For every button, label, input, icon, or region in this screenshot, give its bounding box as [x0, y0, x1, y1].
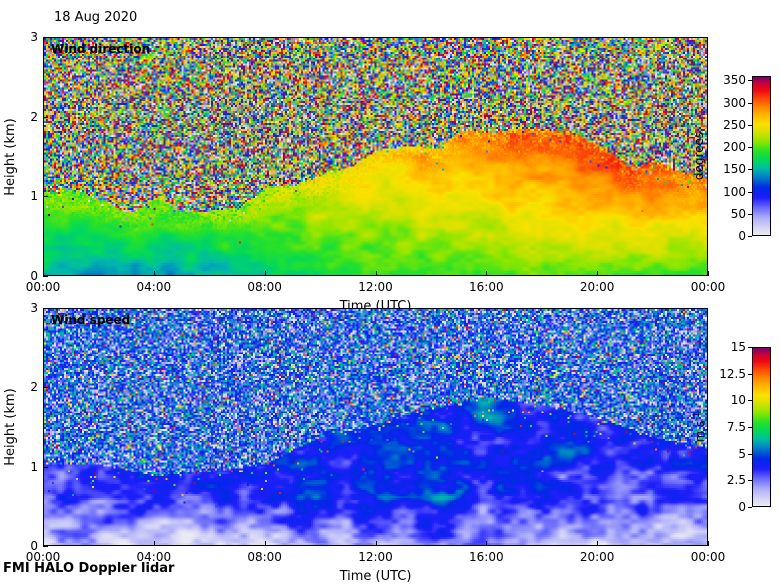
- colorbar-tick-label-wind-direction-5: 250: [723, 118, 746, 132]
- ytick-label-wind-speed-3: 3: [30, 301, 38, 315]
- xtick-wind-direction-2: [264, 271, 266, 276]
- colorbar-tick-wind-direction-4: [748, 147, 752, 148]
- colorbar-title-wind-speed: m s-1: [692, 412, 707, 443]
- colorbar-tick-label-wind-speed-4: 10: [730, 393, 746, 407]
- ytick-wind-speed-1: [43, 467, 48, 468]
- panel-title-wind-speed: Wind speed: [51, 313, 131, 327]
- xtick-label-wind-speed-6: 00:00: [690, 550, 726, 564]
- yaxis-title-wind-direction: Height (km): [3, 117, 18, 196]
- xtick-wind-direction-4: [486, 271, 488, 276]
- xtick-label-wind-speed-5: 20:00: [579, 550, 615, 564]
- colorbar-tick-wind-direction-5: [748, 125, 752, 126]
- xtick-label-wind-direction-1: 04:00: [136, 280, 172, 294]
- xtick-label-wind-direction-4: 16:00: [469, 280, 504, 294]
- colorbar-tick-wind-speed-1: [748, 480, 752, 481]
- ytick-label-wind-direction-3: 3: [30, 30, 38, 44]
- ytick-wind-direction-0: [43, 276, 48, 277]
- colorbar-tick-wind-speed-3: [748, 427, 752, 428]
- colorbar-tick-label-wind-direction-2: 100: [723, 185, 746, 199]
- colorbar-wind-direction: [752, 76, 771, 236]
- colorbar-tick-wind-direction-6: [748, 103, 752, 104]
- instrument-footer: FMI HALO Doppler lidar: [3, 561, 175, 576]
- colorbar-tick-label-wind-speed-1: 2.5: [726, 473, 746, 487]
- xtick-label-wind-direction-2: 08:00: [247, 280, 282, 294]
- xtick-wind-speed-6: [708, 541, 709, 546]
- panel-title-wind-direction: Wind direction: [51, 42, 151, 56]
- colorbar-tick-wind-direction-2: [748, 192, 752, 193]
- ytick-wind-speed-2: [43, 387, 48, 388]
- xtick-wind-direction-3: [375, 271, 377, 276]
- ytick-label-wind-direction-1: 1: [30, 189, 38, 203]
- xtick-wind-direction-5: [597, 271, 599, 276]
- xtick-label-wind-direction-0: 00:00: [25, 280, 61, 294]
- colorbar-tick-wind-direction-3: [748, 169, 752, 170]
- colorbar-wind-speed: [752, 347, 771, 507]
- ytick-label-wind-speed-2: 2: [30, 380, 38, 394]
- xtick-wind-speed-3: [375, 541, 377, 546]
- colorbar-tick-wind-direction-1: [748, 214, 752, 215]
- colorbar-tick-wind-speed-6: [748, 347, 752, 348]
- colorbar-tick-label-wind-direction-4: 200: [723, 140, 746, 154]
- colorbar-tick-wind-speed-2: [748, 454, 752, 455]
- ytick-wind-direction-3: [43, 37, 48, 38]
- ytick-wind-direction-1: [43, 196, 48, 197]
- xtick-wind-speed-2: [264, 541, 266, 546]
- colorbar-tick-label-wind-speed-3: 7.5: [726, 420, 746, 434]
- ytick-wind-direction-2: [43, 117, 48, 118]
- xtick-wind-direction-0: [43, 271, 44, 276]
- colorbar-tick-wind-speed-4: [748, 400, 752, 401]
- ytick-wind-speed-3: [43, 308, 48, 309]
- colorbar-tick-wind-speed-0: [748, 507, 752, 508]
- colorbar-tick-wind-direction-0: [748, 236, 752, 237]
- xtick-wind-speed-1: [153, 541, 155, 546]
- xtick-label-wind-direction-3: 12:00: [358, 280, 393, 294]
- xtick-wind-direction-6: [708, 271, 709, 276]
- yaxis-title-wind-speed: Height (km): [3, 388, 18, 466]
- colorbar-tick-wind-direction-7: [748, 80, 752, 81]
- xtick-wind-speed-5: [597, 541, 599, 546]
- ytick-label-wind-direction-0: 0: [30, 269, 38, 283]
- xtick-label-wind-speed-4: 16:00: [469, 550, 504, 564]
- xtick-label-wind-direction-6: 00:00: [690, 280, 726, 294]
- colorbar-tick-label-wind-direction-1: 50: [730, 207, 746, 221]
- ytick-wind-speed-0: [43, 546, 48, 547]
- xtick-label-wind-direction-5: 20:00: [579, 280, 615, 294]
- ytick-label-wind-speed-1: 1: [30, 460, 38, 474]
- panel-wind-direction: Wind direction: [43, 37, 708, 276]
- ytick-label-wind-direction-2: 2: [30, 110, 38, 124]
- colorbar-tick-wind-speed-5: [748, 374, 752, 375]
- xtick-wind-direction-1: [153, 271, 155, 276]
- xtick-label-wind-speed-1: 04:00: [136, 550, 172, 564]
- xtick-label-wind-speed-2: 08:00: [247, 550, 282, 564]
- xtick-wind-speed-0: [43, 541, 44, 546]
- xtick-label-wind-speed-3: 12:00: [358, 550, 393, 564]
- colorbar-tick-label-wind-direction-0: 0: [738, 229, 746, 243]
- panel-wind-speed: Wind speed: [43, 308, 708, 546]
- colorbar-tick-label-wind-speed-2: 5: [738, 447, 746, 461]
- xaxis-title-wind-speed: Time (UTC): [339, 569, 412, 584]
- colorbar-title-exponent: -1: [692, 411, 702, 421]
- colorbar-tick-label-wind-direction-6: 300: [723, 96, 746, 110]
- colorbar-tick-label-wind-speed-5: 12.5: [719, 367, 746, 381]
- colorbar-title-base: m s: [693, 420, 707, 443]
- date-label: 18 Aug 2020: [54, 10, 138, 25]
- colorbar-tick-label-wind-direction-7: 350: [723, 73, 746, 87]
- xtick-wind-speed-4: [486, 541, 488, 546]
- colorbar-tick-label-wind-direction-3: 150: [723, 162, 746, 176]
- xtick-label-wind-speed-0: 00:00: [25, 550, 61, 564]
- colorbar-tick-label-wind-speed-0: 0: [738, 500, 746, 514]
- ytick-label-wind-speed-0: 0: [30, 539, 38, 553]
- colorbar-tick-label-wind-speed-6: 15: [730, 340, 746, 354]
- colorbar-title-wind-direction: degrees: [692, 131, 706, 181]
